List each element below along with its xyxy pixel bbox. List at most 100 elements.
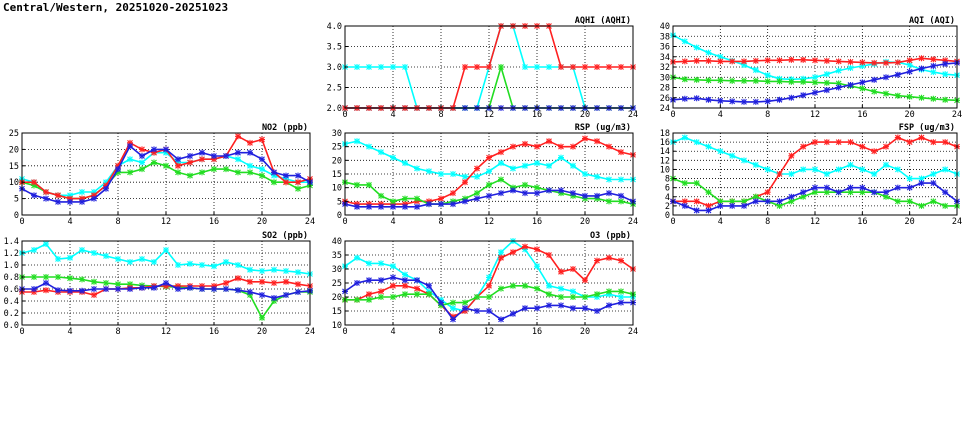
- data-point: [859, 59, 866, 66]
- data-point: [582, 294, 588, 300]
- x-tick-label: 8: [438, 110, 443, 120]
- data-point: [618, 294, 624, 300]
- data-point: [295, 289, 301, 295]
- data-point: [366, 291, 372, 298]
- data-point: [594, 192, 600, 199]
- data-point: [729, 98, 736, 105]
- data-point: [906, 68, 913, 75]
- data-point: [139, 152, 145, 159]
- data-point: [486, 294, 492, 300]
- data-point: [823, 171, 830, 177]
- chart-title: O3 (ppb): [590, 231, 631, 241]
- data-point: [115, 286, 121, 292]
- data-point: [235, 156, 241, 163]
- data-point: [930, 69, 937, 76]
- x-tick-label: 0: [19, 327, 24, 337]
- data-point: [693, 57, 700, 64]
- data-point: [486, 181, 492, 188]
- data-point: [859, 166, 866, 173]
- data-point: [800, 56, 807, 63]
- data-point: [283, 278, 289, 285]
- data-point: [942, 189, 949, 196]
- data-point: [918, 55, 925, 62]
- data-point: [498, 316, 504, 323]
- data-point: [788, 56, 795, 63]
- data-point: [139, 159, 145, 166]
- data-point: [930, 180, 937, 187]
- data-point: [79, 189, 85, 196]
- data-point: [55, 256, 61, 262]
- x-tick-label: 12: [484, 327, 494, 337]
- data-point: [510, 282, 516, 289]
- data-point: [139, 284, 145, 291]
- data-point: [894, 134, 901, 141]
- data-point: [788, 193, 795, 200]
- data-point: [693, 76, 700, 83]
- data-point: [918, 94, 925, 101]
- data-point: [752, 67, 759, 74]
- y-tick-label: 15: [332, 170, 342, 180]
- y-tick-label: 20: [332, 293, 342, 303]
- data-point: [366, 277, 372, 284]
- data-point: [812, 79, 818, 86]
- x-tick-label: 20: [257, 327, 267, 337]
- y-tick-label: 2.5: [327, 84, 342, 94]
- chart-title: RSP (ug/m3): [575, 123, 631, 133]
- data-point: [247, 139, 253, 146]
- data-point: [163, 149, 169, 156]
- data-point: [450, 190, 456, 197]
- data-point: [788, 78, 795, 85]
- data-point: [450, 201, 456, 208]
- y-tick-label: 1.4: [4, 237, 19, 247]
- data-point: [67, 198, 73, 205]
- data-point: [486, 154, 492, 161]
- data-point: [705, 207, 712, 214]
- data-point: [31, 274, 37, 280]
- data-point: [474, 64, 480, 70]
- data-point: [163, 280, 169, 286]
- x-tick-label: 24: [628, 217, 638, 227]
- data-point: [91, 250, 97, 256]
- data-point: [930, 171, 937, 177]
- data-point: [187, 159, 193, 166]
- y-tick-label: 34: [660, 53, 670, 63]
- data-point: [115, 281, 121, 288]
- data-point: [31, 247, 37, 253]
- data-point: [618, 288, 624, 295]
- y-tick-label: 6: [665, 184, 670, 194]
- chart-title: AQHI (AQHI): [575, 16, 631, 26]
- data-point: [414, 291, 420, 298]
- data-point: [918, 65, 925, 72]
- data-point: [426, 291, 432, 298]
- data-point: [67, 287, 73, 294]
- data-point: [151, 259, 157, 265]
- chart-aqhi: 0 4 8 12 16 20 24 2.0 2.5 3.0 3.5 4.0 AQHI (AQHI): [327, 16, 638, 120]
- data-point: [835, 67, 842, 74]
- data-point: [823, 139, 830, 146]
- data-point: [546, 252, 552, 258]
- data-point: [942, 166, 949, 173]
- data-point: [259, 314, 265, 321]
- data-point: [570, 288, 576, 295]
- data-point: [800, 143, 807, 150]
- data-point: [31, 182, 37, 189]
- data-point: [942, 139, 949, 146]
- x-tick-label: 16: [857, 110, 867, 120]
- data-point: [366, 143, 372, 150]
- data-point: [871, 148, 878, 155]
- data-point: [522, 181, 528, 188]
- data-point: [534, 190, 540, 197]
- data-point: [474, 195, 480, 202]
- data-point: [918, 134, 925, 141]
- data-point: [705, 49, 712, 56]
- data-point: [127, 169, 133, 176]
- data-point: [474, 173, 480, 180]
- data-point: [175, 262, 181, 268]
- data-point: [764, 98, 771, 105]
- data-point: [918, 202, 925, 209]
- data-point: [835, 166, 842, 173]
- y-tick-label: 35: [332, 251, 342, 261]
- data-point: [175, 286, 181, 292]
- data-point: [558, 268, 564, 275]
